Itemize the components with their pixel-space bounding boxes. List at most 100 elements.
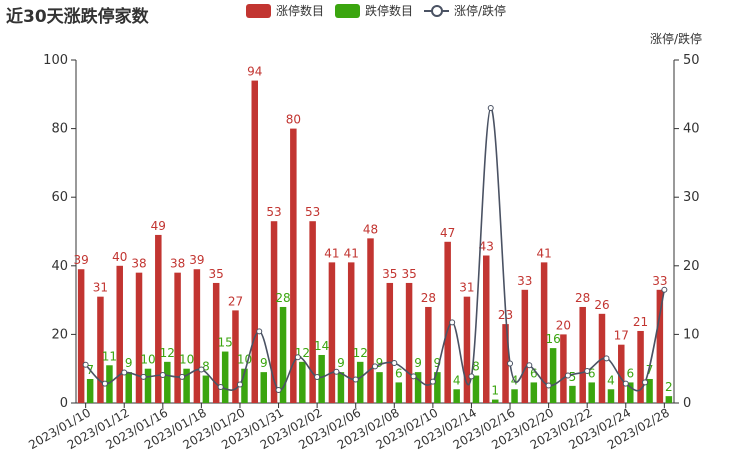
y-left-tick-label: 100 [43, 53, 68, 68]
bar-limit-up-value-label: 33 [652, 274, 667, 288]
legend-swatch-limit-up [246, 3, 271, 18]
y-left-tick-label: 20 [51, 327, 68, 342]
bar-limit-up [155, 234, 162, 403]
bar-limit-down-value-label: 9 [125, 356, 133, 370]
legend-item-ratio[interactable]: 涨停/跌停 [424, 2, 506, 19]
bar-limit-down [530, 382, 538, 403]
bar-limit-up-value-label: 40 [112, 250, 127, 264]
bar-limit-up-value-label: 94 [247, 65, 262, 79]
bar-limit-up [193, 269, 201, 403]
ratio-point [449, 319, 456, 326]
bar-limit-down [279, 306, 287, 403]
bar-limit-down [164, 361, 171, 403]
ratio-point [564, 372, 571, 379]
ratio-point [391, 360, 398, 367]
bar-limit-down-value-label: 4 [607, 373, 615, 387]
bar-limit-up-value-label: 26 [594, 298, 609, 312]
bar-limit-up [97, 296, 104, 403]
bar-limit-up-value-label: 31 [459, 281, 474, 295]
bar-limit-down-value-label: 28 [275, 291, 290, 305]
ratio-point [159, 372, 166, 379]
ratio-point [642, 379, 649, 386]
legend-label-limit-down: 跌停数目 [365, 4, 414, 18]
ratio-point [487, 105, 494, 112]
ratio-point [410, 373, 417, 380]
ratio-point [603, 355, 610, 362]
bar-limit-up-value-label: 53 [266, 205, 281, 219]
bar-limit-up-value-label: 48 [363, 222, 378, 236]
bar-limit-up-value-label: 21 [633, 315, 648, 329]
bar-limit-down [665, 396, 673, 403]
bar-limit-up [560, 334, 567, 403]
bar-limit-up-value-label: 47 [440, 226, 455, 240]
bar-limit-up-value-label: 39 [189, 253, 204, 267]
ratio-point [82, 361, 89, 368]
bar-limit-up [521, 289, 529, 403]
bar-limit-down [260, 372, 268, 403]
bar-limit-up [309, 221, 316, 403]
ratio-point [236, 381, 243, 388]
bar-limit-up [270, 221, 278, 403]
bar-limit-down-value-label: 4 [453, 373, 461, 387]
bar-limit-down [414, 372, 422, 403]
ratio-point [101, 380, 108, 387]
bar-limit-down [125, 372, 132, 403]
bar-limit-up [579, 306, 586, 403]
bar-limit-up [656, 289, 664, 403]
ratio-point [198, 366, 205, 373]
bar-limit-down-value-label: 12 [160, 346, 175, 360]
bar-limit-up-value-label: 27 [228, 294, 243, 308]
bar-limit-up [135, 272, 143, 403]
bar-limit-down [376, 372, 383, 403]
bar-limit-up-value-label: 38 [131, 257, 146, 271]
bar-limit-down-value-label: 9 [414, 356, 422, 370]
bar-limit-down [627, 382, 634, 403]
bar-limit-down-value-label: 10 [179, 353, 194, 367]
legend-swatch-limit-down [335, 3, 360, 18]
bar-limit-down-value-label: 6 [530, 366, 538, 380]
y-left-tick-label: 80 [51, 122, 68, 137]
y-left-tick-label: 60 [51, 190, 68, 205]
ratio-point [584, 367, 591, 374]
bar-limit-up [232, 310, 239, 403]
bar-limit-down-value-label: 2 [665, 380, 673, 394]
ratio-point [545, 382, 552, 389]
ratio-line [85, 107, 666, 392]
y-right-tick-label: 50 [683, 53, 700, 68]
y-right-tick-label: 40 [683, 122, 700, 137]
bar-limit-down-value-label: 7 [646, 363, 654, 377]
ratio-point [352, 376, 359, 383]
bar-limit-up [77, 269, 85, 403]
bar-limit-up-value-label: 33 [517, 274, 532, 288]
bar-limit-down [337, 372, 345, 403]
bar-limit-down-value-label: 15 [218, 336, 233, 350]
bar-limit-down-value-label: 9 [337, 356, 345, 370]
bar-limit-down-value-label: 9 [376, 356, 384, 370]
ratio-point [294, 354, 301, 361]
bar-limit-down [356, 361, 364, 403]
legend-line-icon [424, 4, 449, 18]
y-left-tick-label: 0 [60, 396, 68, 411]
bar-limit-down [646, 378, 653, 403]
ratio-point [622, 380, 629, 387]
bar-limit-up-value-label: 35 [401, 267, 416, 281]
y-right-tick-label: 0 [683, 396, 691, 411]
bar-limit-up [174, 272, 181, 403]
bar-limit-up [212, 282, 220, 403]
legend-item-limit-up[interactable]: 涨停数目 [246, 2, 324, 19]
ratio-point [429, 378, 436, 385]
y-left-tick-label: 40 [51, 259, 68, 274]
ratio-point [333, 368, 340, 375]
bar-limit-up-value-label: 41 [344, 246, 359, 260]
bar-limit-down [318, 354, 325, 403]
legend-item-limit-down[interactable]: 跌停数目 [335, 2, 413, 19]
ratio-point [526, 362, 533, 369]
bar-limit-down-value-label: 16 [545, 332, 560, 346]
bar-limit-up [405, 282, 413, 403]
bar-limit-up-value-label: 53 [305, 205, 320, 219]
bar-limit-up-value-label: 41 [324, 246, 339, 260]
bar-limit-up [425, 306, 432, 403]
bar-limit-down [183, 368, 190, 403]
bar-limit-down-value-label: 6 [588, 366, 596, 380]
bar-limit-up-value-label: 28 [575, 291, 590, 305]
